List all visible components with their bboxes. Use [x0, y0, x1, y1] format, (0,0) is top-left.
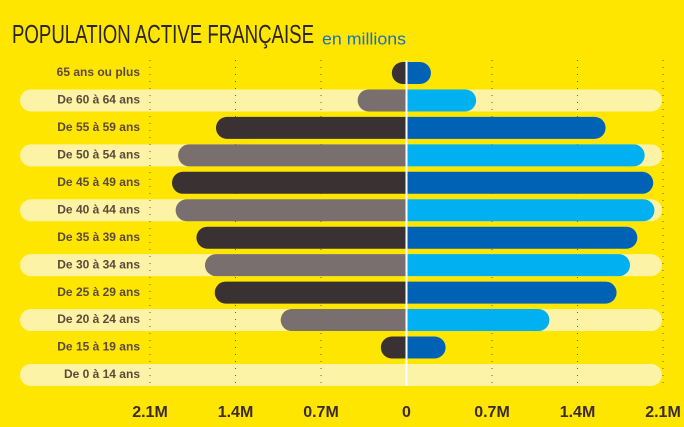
- bar: [406, 89, 477, 112]
- bar: [406, 254, 631, 277]
- chart-title: POPULATION ACTIVE FRANÇAISE: [12, 19, 314, 49]
- bar: [178, 144, 407, 167]
- x-tick-label: 0.7M: [303, 404, 339, 421]
- bar: [175, 199, 407, 222]
- bar: [406, 199, 655, 222]
- bar: [214, 281, 407, 304]
- bar: [391, 62, 407, 84]
- bar: [406, 62, 431, 84]
- bar: [406, 226, 638, 249]
- chart-subtitle: en millions: [322, 29, 406, 48]
- x-tick-label: 1.4M: [560, 404, 596, 421]
- category-label: De 60 à 64 ans: [57, 93, 140, 107]
- x-tick-label: 0.7M: [474, 404, 510, 421]
- row-stripe: [20, 89, 662, 112]
- bar: [406, 309, 550, 332]
- category-label: De 0 à 14 ans: [64, 367, 140, 381]
- category-label: De 20 à 24 ans: [57, 312, 140, 326]
- category-label: De 35 à 39 ans: [57, 230, 140, 244]
- x-tick-label: 1.4M: [218, 404, 254, 421]
- row-stripe: [20, 363, 662, 386]
- bar: [215, 116, 407, 139]
- bar: [280, 309, 407, 332]
- bar: [406, 116, 606, 139]
- x-tick-label: 2.1M: [132, 404, 168, 421]
- bar: [196, 226, 407, 249]
- category-label: De 50 à 54 ans: [57, 148, 140, 162]
- bar: [406, 336, 446, 359]
- category-label: De 30 à 34 ans: [57, 257, 140, 271]
- category-label: De 25 à 29 ans: [57, 285, 140, 299]
- bar: [380, 336, 407, 359]
- bar: [406, 171, 654, 194]
- category-label: De 45 à 49 ans: [57, 175, 140, 189]
- bar: [171, 171, 407, 194]
- category-label: De 55 à 59 ans: [57, 120, 140, 134]
- bar: [204, 254, 407, 277]
- bar: [406, 281, 617, 304]
- category-label: 65 ans ou plus: [57, 65, 141, 79]
- x-tick-label: 2.1M: [645, 404, 681, 421]
- bar: [357, 89, 407, 112]
- x-tick-label: 0: [402, 404, 411, 421]
- category-label: De 15 à 19 ans: [57, 340, 140, 354]
- category-label: De 40 à 44 ans: [57, 202, 140, 216]
- bar: [406, 144, 645, 167]
